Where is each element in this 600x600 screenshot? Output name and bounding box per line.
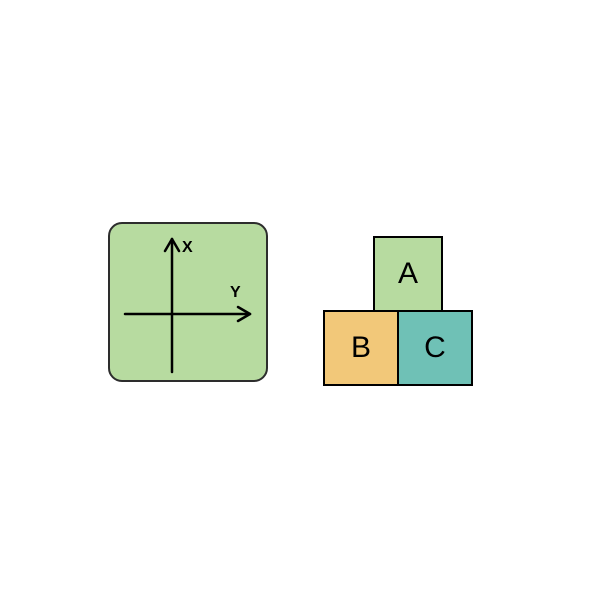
block-b: B (323, 310, 399, 386)
block-c-label: C (424, 331, 446, 365)
axis-label-x: X (182, 239, 193, 257)
graph-axes-card: X Y (108, 222, 268, 382)
canvas: X Y A B C (0, 0, 600, 600)
axis-label-y: Y (230, 284, 241, 302)
block-c: C (397, 310, 473, 386)
block-b-label: B (351, 331, 371, 365)
block-a-label: A (398, 257, 418, 291)
block-a: A (373, 236, 443, 312)
